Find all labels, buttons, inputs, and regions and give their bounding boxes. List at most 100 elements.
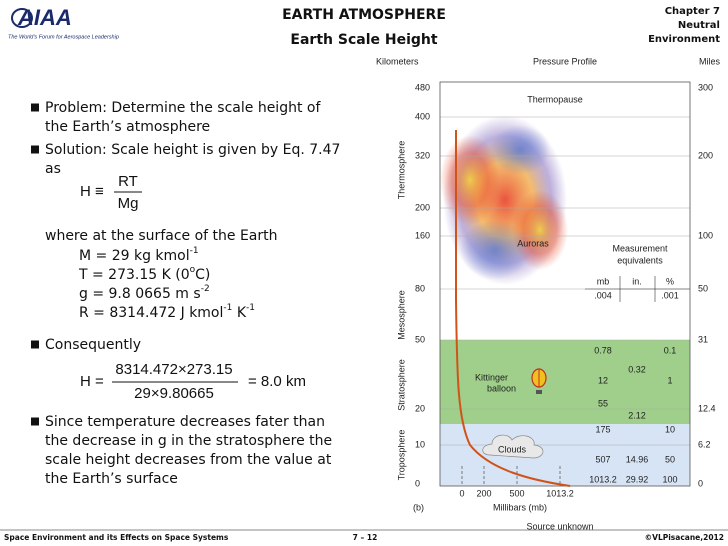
x-tick-label: 1013.2 [546,488,574,498]
table-cell: 29.92 [626,474,649,484]
eq-op: = [95,373,104,390]
superscript: o [190,265,196,275]
bullet-text: Consequently [45,337,141,353]
mile-tick-label: 6.2 [698,439,711,449]
footer-page: 7 – 12 [353,533,378,542]
mile-tick-label: 12.4 [698,403,716,413]
layer-label: Mesosphere [396,290,406,340]
auroras-label: Auroras [517,238,549,248]
left-axis-title: Kilometers [376,56,419,66]
x-tick-label: 200 [476,488,491,498]
troposphere-band [440,424,690,486]
mile-tick-label: 31 [698,334,708,344]
table-cell: .004 [594,290,612,300]
eq-op: ≡ [95,183,104,200]
variable-line: M = 29 kg kmol-1 [79,246,199,265]
variable-line: T = 273.15 K (0oC) [78,265,210,284]
column-header: mb [597,276,610,286]
panel-label: (b) [413,502,424,512]
eq-result: = 8.0 km [248,373,306,390]
aurora-glow [460,220,530,280]
table-cell: 55 [598,398,608,408]
bullet-text: scale height decreases from the value at [45,452,332,468]
bullet [31,417,39,426]
table-cell: 175 [595,424,610,434]
km-tick-label: 50 [415,334,425,344]
logo-ring [11,8,33,28]
cloud [482,434,544,459]
bullet [31,340,39,349]
km-tick-label: 10 [415,439,425,449]
variable-text: M = 29 kg kmol [79,248,190,264]
eq-den: Mg [118,195,139,212]
bullet-text: the Earth’s surface [45,471,178,487]
table-cell: 0.1 [664,345,677,355]
km-tick-label: 80 [415,283,425,293]
table-cell: 507 [595,454,610,464]
bullet-text: the Earth’s atmosphere [45,119,210,135]
x-tick-label: 500 [509,488,524,498]
superscript: -2 [201,284,210,294]
km-tick-label: 320 [415,150,430,160]
bullet [31,103,39,112]
column-header: in. [632,276,642,286]
bullet-text: Solution: Scale height is given by Eq. 7… [45,142,340,158]
measurement-label: equivalents [617,255,663,265]
variable-text: C) [195,267,210,283]
balloon-icon [531,368,547,394]
table-cell: 1 [667,375,672,385]
logo-text: AIAA [17,5,72,30]
table-cell: 100 [662,474,677,484]
table-cell: 0.32 [628,364,646,374]
layer-label: Stratosphere [396,359,406,411]
balloon-label: Kittinger [475,372,508,382]
pressure-curve [455,130,571,487]
table-cell: .001 [661,290,679,300]
mile-tick-label: 50 [698,283,708,293]
right-axis-title: Miles [699,56,721,66]
table-cell: 10 [665,424,675,434]
table-cell: 0.78 [594,345,612,355]
layer-label: Troposphere [396,430,406,481]
eq-lhs: H [80,373,91,390]
variable-text: T = 273.15 K (0 [78,267,190,283]
bullet-text: as [45,161,61,177]
variable-text: K [232,305,246,321]
logo: AIAA The World's Forum for Aerospace Lea… [8,5,119,41]
eq-num: RT [118,173,138,190]
x-tick-label: 0 [459,488,464,498]
km-tick-label: 480 [415,82,430,92]
table-cell: 2.12 [628,410,646,420]
chapter-label: Neutral [678,20,720,31]
logo-tagline: The World's Forum for Aerospace Leadersh… [8,34,119,40]
bullet [31,145,39,154]
balloon-label: balloon [487,383,516,393]
mile-tick-label: 200 [698,150,713,160]
eq-num: 8314.472×273.15 [115,361,232,378]
x-axis-title: Millibars (mb) [493,502,547,512]
superscript: -1 [246,303,255,313]
mile-tick-label: 100 [698,230,713,240]
variable-line: R = 8314.472 J kmol-1 K-1 [79,303,255,322]
clouds-label: Clouds [498,444,527,454]
clouds-icon [482,434,544,459]
superscript: -1 [190,246,199,256]
thermopause-label: Thermopause [527,94,583,104]
table-cell: 1013.2 [589,474,617,484]
table-cell: 12 [598,375,608,385]
superscript: -1 [223,303,232,313]
variable-line: g = 9.8 0665 m s-2 [79,284,210,303]
km-tick-label: 160 [415,230,430,240]
km-tick-label: 200 [415,202,430,212]
km-tick-label: 400 [415,111,430,121]
body-text: where at the surface of the Earth [45,228,278,244]
slide-title: EARTH ATMOSPHERE [282,7,446,23]
variable-text: g = 9.8 0665 m s [79,286,201,302]
source-note: Source unknown [526,521,593,531]
figure-lines [440,116,690,486]
bullet-text: Problem: Determine the scale height of [45,100,321,116]
balloon-basket [536,390,542,394]
bullet-text: Since temperature decreases fater than [45,414,325,430]
figure: Kilometers Pressure Profile Miles 480 400 320… [376,56,720,531]
